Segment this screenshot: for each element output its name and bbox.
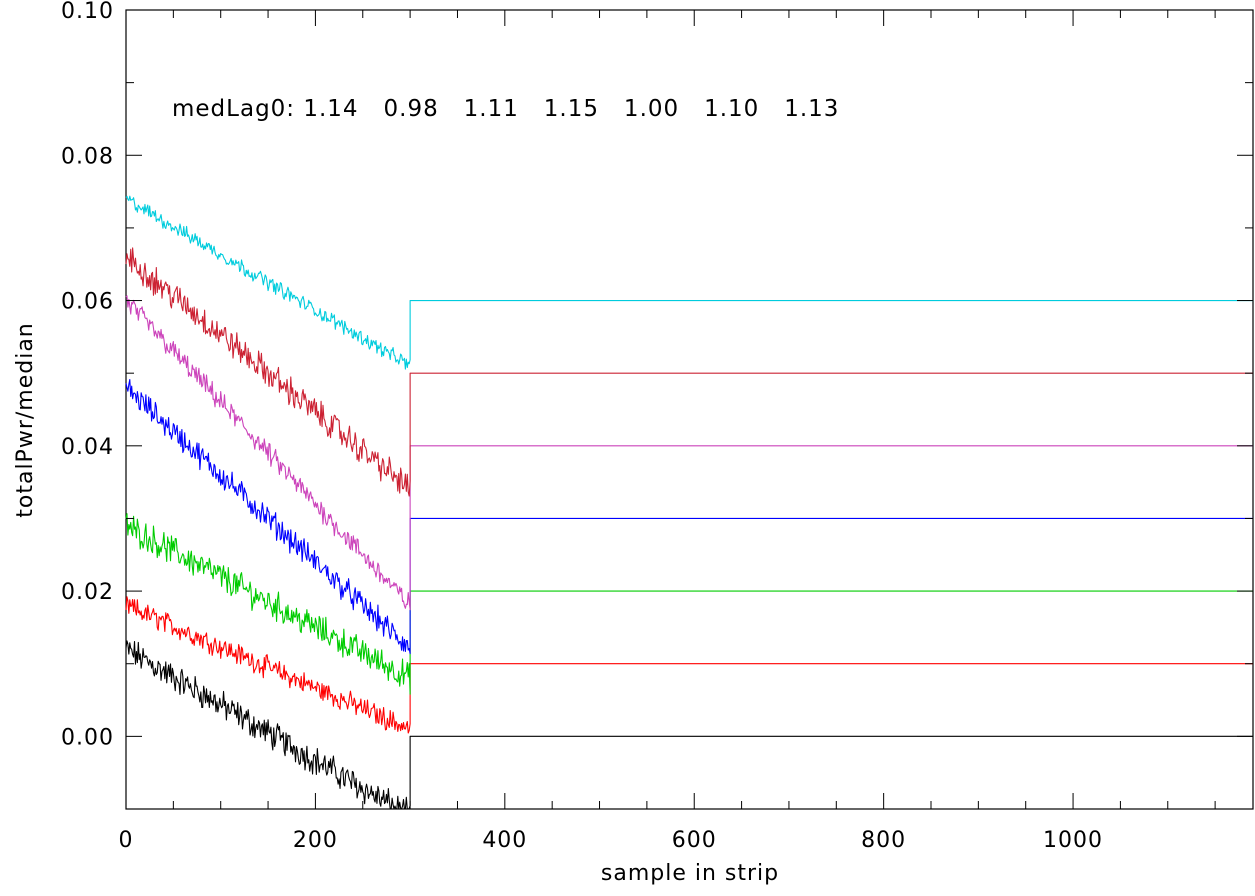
- series-line-2: [125, 596, 1253, 734]
- x-tick-label: 1000: [1043, 828, 1103, 853]
- y-tick-label: 0.04: [61, 435, 114, 460]
- y-tick-label: 0.06: [61, 290, 114, 315]
- x-tick-label: 0: [119, 828, 134, 853]
- x-tick-label: 800: [861, 828, 906, 853]
- series-line-1: [125, 640, 1253, 810]
- x-axis-label: sample in strip: [601, 861, 779, 886]
- x-tick-label: 200: [293, 828, 338, 853]
- y-tick-label: 0.08: [61, 144, 114, 169]
- y-tick-label: 0.00: [61, 725, 114, 750]
- axis-ticks: 0 200 400 600 800 1000 0.00 0.02 0.04 0.06 0.08 0.1…: [61, 0, 1253, 853]
- series-layer: [125, 195, 1253, 810]
- x-tick-label: 400: [482, 828, 527, 853]
- series-line-4: [125, 378, 1253, 655]
- y-tick-label: 0.10: [61, 0, 114, 24]
- medlag-annotation: medLag0: 1.14 0.98 1.11 1.15 1.00 1.10 1…: [172, 96, 839, 122]
- series-line-6: [125, 247, 1253, 497]
- plot-area: [125, 9, 1254, 810]
- x-tick-label: 600: [672, 828, 717, 853]
- series-line-3: [125, 513, 1253, 695]
- y-tick-label: 0.02: [61, 580, 114, 605]
- series-line-5: [125, 295, 1253, 611]
- series-line-7: [125, 195, 1253, 370]
- y-axis-label: totalPwr/median: [13, 322, 38, 518]
- plot-border: [125, 9, 1254, 810]
